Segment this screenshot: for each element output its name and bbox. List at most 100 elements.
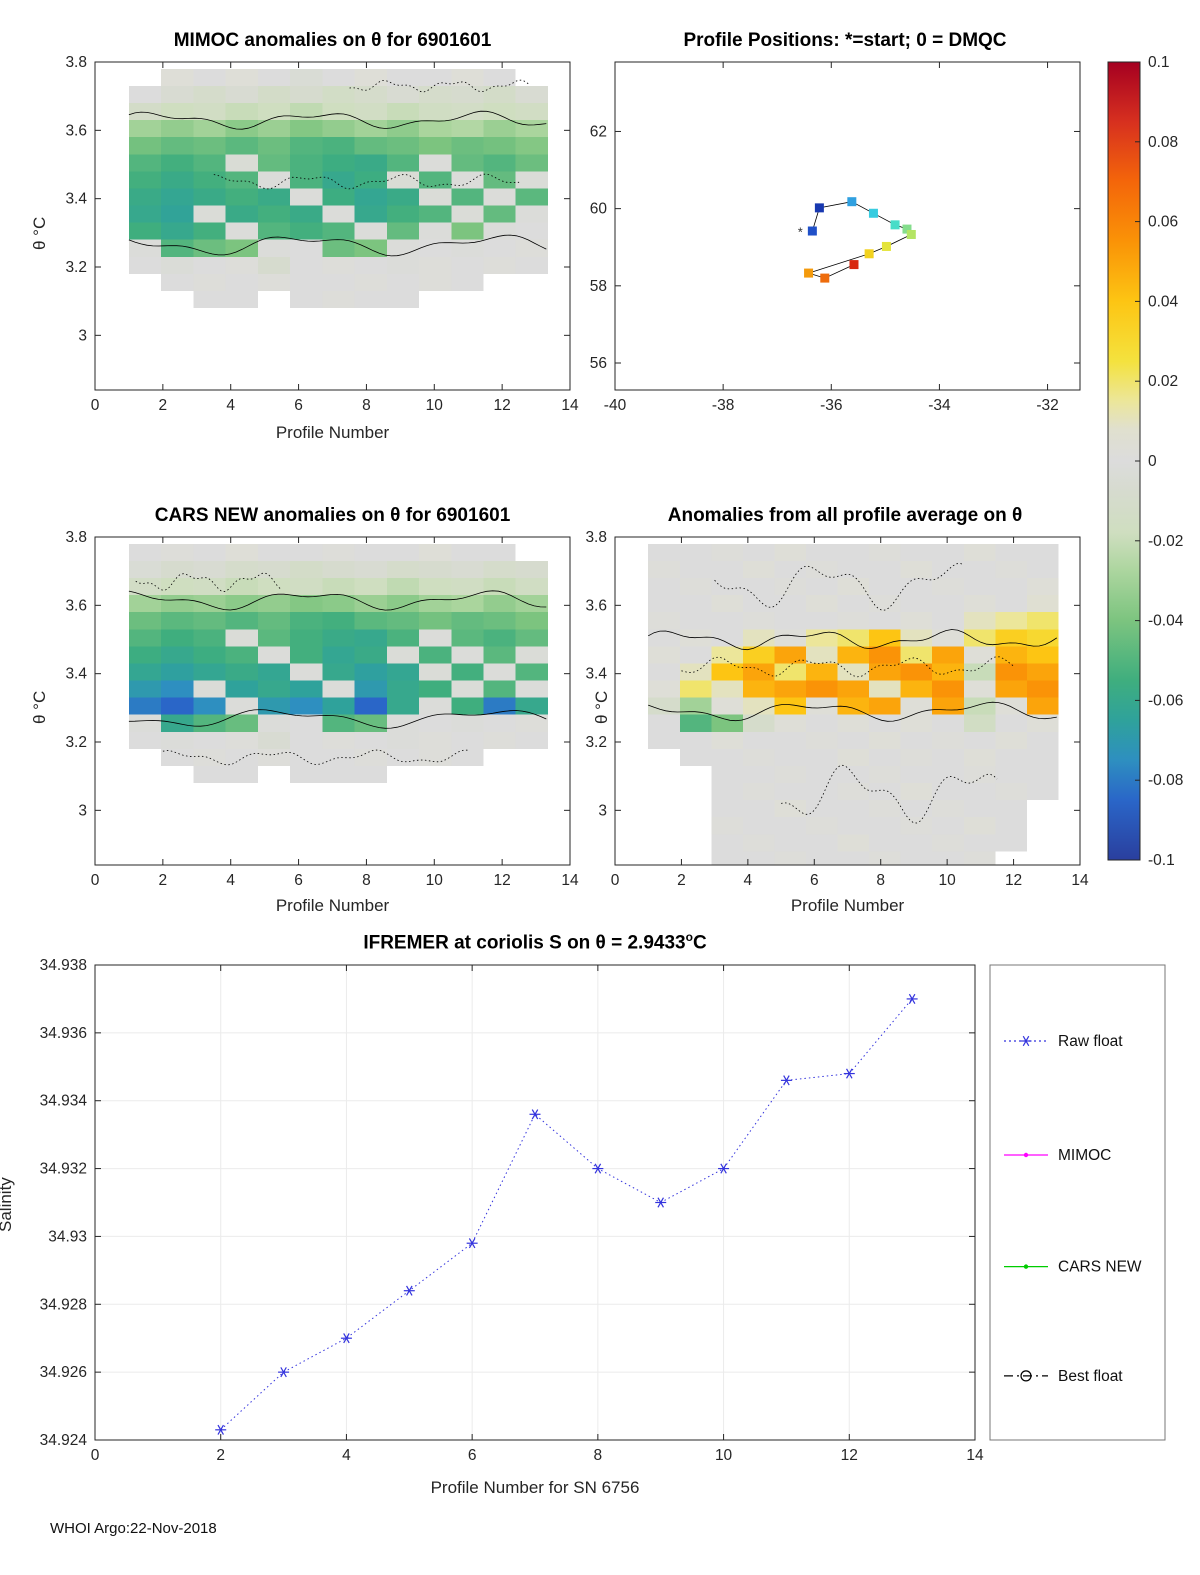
salinity-plot: 0 2 4 6 8 10 12 14 34.924 34.926 34.928 34.93 34.932… — [40, 957, 984, 1464]
x-tick-label: 12 — [841, 1447, 858, 1464]
x-tick-label: 4 — [226, 397, 235, 414]
y-tick-label: 56 — [590, 355, 607, 372]
y-tick-label: 3.8 — [65, 54, 87, 71]
y-tick-label: 34.932 — [40, 1161, 87, 1178]
x-tick-label: 2 — [159, 872, 168, 889]
profile-position-marker — [804, 268, 814, 278]
cars-heatmap: 0 2 4 6 8 10 12 14 3 3.2 3.4 3.6 3.8 — [65, 529, 579, 889]
profile-position-marker — [807, 226, 817, 236]
contour-line — [648, 629, 1058, 651]
x-tick-label: -32 — [1036, 397, 1058, 414]
axes-box — [94, 964, 976, 1441]
x-tick-label: 14 — [561, 397, 579, 414]
anomaly-heatmap: 0 2 4 6 8 10 12 14 3 3.2 3.4 3.6 3.8 — [585, 529, 1089, 889]
colorbar-tick-label: 0 — [1148, 453, 1157, 470]
cars-title: CARS NEW anomalies on θ for 6901601 — [154, 505, 511, 526]
y-tick-label: 3.2 — [65, 734, 87, 751]
cars-xlabel: Profile Number — [275, 896, 390, 915]
y-tick-label: 3.6 — [585, 597, 607, 614]
y-tick-label: 3.4 — [65, 666, 87, 683]
footer-text: WHOI Argo:22-Nov-2018 — [50, 1520, 217, 1537]
salinity-xlabel: Profile Number for SN 6756 — [430, 1478, 640, 1497]
y-tick-label: 3.6 — [65, 597, 87, 614]
x-tick-label: -36 — [820, 397, 842, 414]
y-tick-label: 3.8 — [585, 529, 607, 546]
profile-position-marker — [849, 260, 859, 270]
profile-position-marker — [890, 220, 900, 230]
x-tick-label: 6 — [294, 872, 303, 889]
y-tick-label: 3 — [78, 327, 87, 344]
x-tick-label: 8 — [594, 1447, 603, 1464]
x-tick-label: 4 — [226, 872, 235, 889]
y-tick-label: 34.938 — [40, 957, 87, 974]
y-tick-label: 3.2 — [585, 734, 607, 751]
anomaly-xlabel: Profile Number — [790, 896, 905, 915]
x-tick-label: 14 — [1071, 872, 1089, 889]
y-tick-label: 3.4 — [585, 666, 607, 683]
profile-position-marker — [864, 249, 874, 259]
y-tick-label: 3.6 — [65, 122, 87, 139]
x-tick-label: 10 — [715, 1447, 733, 1464]
profile-position-marker — [881, 241, 891, 251]
salinity-title-post: C — [692, 932, 707, 954]
y-tick-label: 62 — [590, 123, 607, 140]
axes-box — [614, 61, 1081, 391]
profile-position-marker — [820, 273, 830, 283]
contour-line — [681, 656, 1014, 678]
x-tick-label: -38 — [712, 397, 734, 414]
x-tick-label: 6 — [294, 397, 303, 414]
contour-line — [349, 79, 530, 93]
contour-line — [128, 110, 547, 130]
x-tick-label: 8 — [362, 872, 371, 889]
profile-positions-plot: * -40 -38 -36 -34 -32 56 58 60 62 — [590, 61, 1081, 414]
x-tick-label: 0 — [91, 1447, 100, 1464]
colorbar-tick-label: -0.04 — [1148, 613, 1184, 630]
x-tick-label: 14 — [966, 1447, 984, 1464]
x-tick-label: 2 — [677, 872, 686, 889]
profile-position-marker — [814, 203, 824, 213]
trajectory-line — [807, 201, 912, 279]
x-tick-label: 12 — [494, 872, 511, 889]
x-tick-label: 4 — [342, 1447, 351, 1464]
legend: Raw float MIMOC CARS NEW Best float — [989, 964, 1166, 1441]
y-tick-label: 3.8 — [65, 529, 87, 546]
x-tick-label: 2 — [216, 1447, 225, 1464]
y-tick-label: 34.928 — [40, 1296, 87, 1313]
x-tick-label: -40 — [604, 397, 627, 414]
contour-line — [128, 709, 547, 729]
salinity-ylabel: Salinity — [0, 1177, 15, 1232]
x-tick-label: -34 — [928, 397, 951, 414]
x-tick-label: 0 — [611, 872, 620, 889]
x-tick-label: 12 — [494, 397, 511, 414]
contour-line — [714, 562, 964, 611]
salinity-title-sup: o — [685, 930, 693, 944]
colorbar-tick-label: 0.04 — [1148, 293, 1179, 310]
x-tick-label: 6 — [810, 872, 819, 889]
x-tick-label: 12 — [1005, 872, 1022, 889]
positions-title: Profile Positions: *=start; 0 = DMQC — [683, 30, 1007, 51]
colorbar-tick-label: 0.08 — [1148, 134, 1178, 151]
y-tick-label: 60 — [590, 201, 608, 218]
colorbar-tick-label: 0.06 — [1148, 214, 1178, 231]
anomaly-ylabel: θ °C — [592, 690, 611, 724]
legend-box — [989, 964, 1166, 1441]
x-tick-label: 8 — [876, 872, 885, 889]
profile-position-marker — [902, 224, 912, 234]
x-tick-label: 0 — [91, 397, 100, 414]
mimoc-heatmap: 0 2 4 6 8 10 12 14 3 3.2 3.4 3.6 3.8 — [65, 54, 579, 414]
y-tick-label: 34.926 — [40, 1364, 87, 1381]
colorbar-tick-label: -0.02 — [1148, 533, 1183, 550]
colorbar-tick-label: -0.1 — [1148, 852, 1175, 869]
y-tick-label: 34.936 — [40, 1025, 87, 1042]
x-tick-label: 10 — [939, 872, 957, 889]
legend-label: CARS NEW — [1058, 1259, 1142, 1276]
x-tick-label: 10 — [426, 872, 444, 889]
x-tick-label: 2 — [159, 397, 168, 414]
legend-label: Raw float — [1058, 1033, 1123, 1050]
salinity-title-pre: IFREMER at coriolis S on θ = 2.9433 — [363, 932, 686, 954]
colorbar-tick-label: -0.08 — [1148, 772, 1183, 789]
profile-position-marker — [906, 229, 916, 239]
colorbar-tick-label: -0.06 — [1148, 692, 1183, 709]
x-tick-label: 14 — [561, 872, 579, 889]
x-tick-label: 8 — [362, 397, 371, 414]
